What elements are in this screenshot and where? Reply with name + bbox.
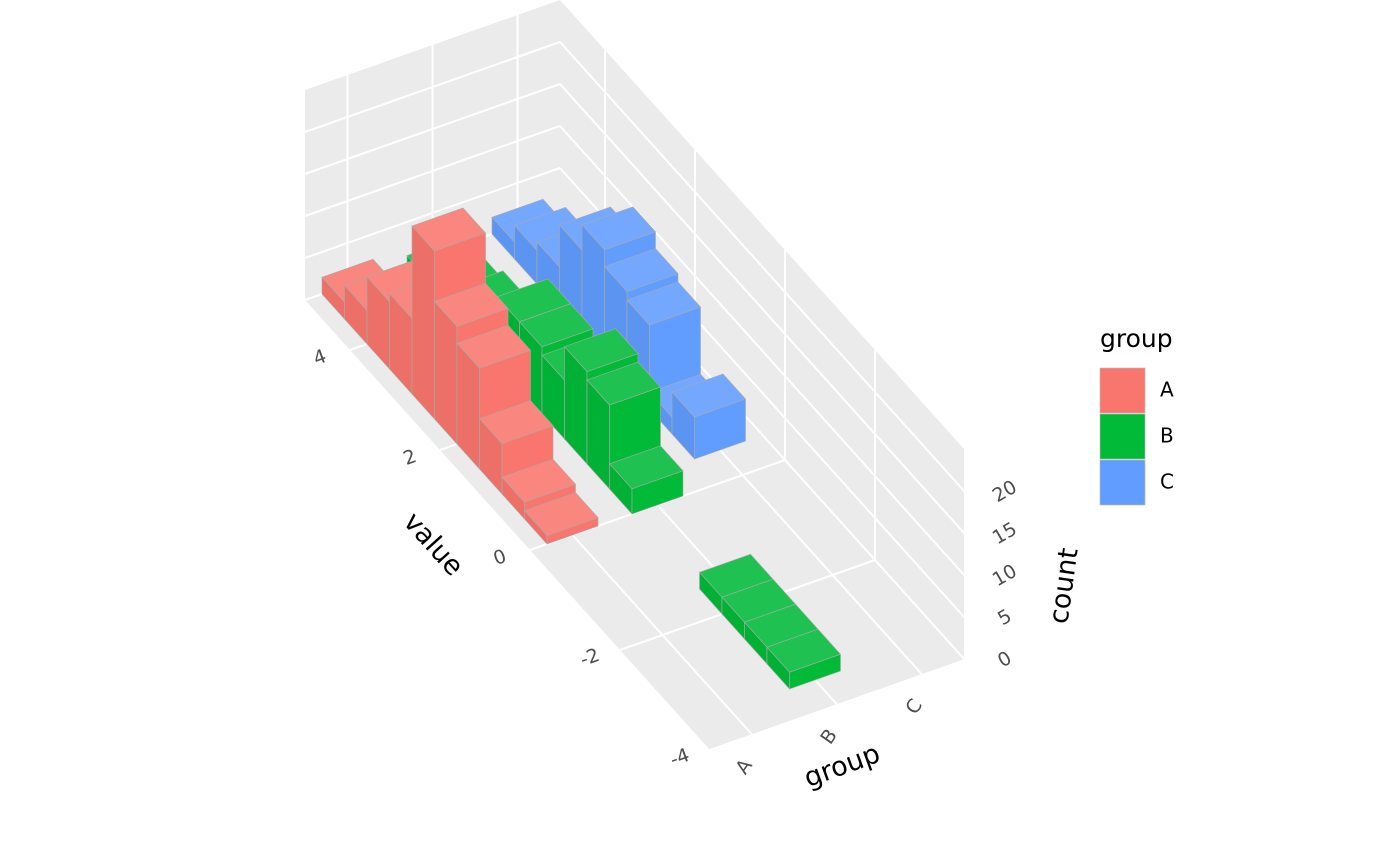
bar-top	[518, 303, 594, 348]
bar-top	[766, 628, 842, 673]
bars	[321, 198, 842, 690]
x-tick-label: 0	[490, 545, 509, 570]
bar-top	[523, 492, 599, 536]
group-tick-label: C	[901, 695, 927, 718]
group-axis-label: group	[800, 738, 884, 794]
grid-line	[304, 167, 561, 259]
legend: group ABC	[1099, 324, 1174, 506]
legend-label: A	[1160, 378, 1174, 402]
bar-top	[581, 206, 657, 251]
bar	[671, 373, 747, 460]
bar-top	[671, 373, 747, 418]
bar-top	[608, 445, 684, 490]
x-tick-label: 4	[310, 345, 329, 370]
grid-line	[304, 125, 561, 217]
bar-top	[456, 324, 532, 369]
bar-side	[411, 225, 435, 420]
legend-label: C	[1160, 470, 1174, 494]
legend-swatch	[1099, 459, 1146, 506]
legend-label: B	[1160, 424, 1174, 448]
grid-line	[559, 125, 966, 577]
x-tick-label: -4	[667, 744, 692, 771]
bar-top	[586, 361, 662, 406]
x-tick-label: -2	[577, 644, 602, 671]
bar-top	[478, 400, 554, 444]
group-tick-label: B	[816, 725, 842, 748]
bar-top	[433, 283, 509, 327]
bar	[523, 492, 599, 545]
bar	[608, 445, 684, 515]
z-tick-label: 20	[989, 476, 1021, 507]
bar	[766, 628, 842, 690]
bar-top	[563, 328, 639, 372]
grid-line	[304, 41, 561, 133]
grid-line	[559, 83, 966, 535]
legend-swatch	[1099, 413, 1146, 460]
z-axis-label: count	[1043, 546, 1084, 626]
z-tick-label: 5	[994, 605, 1015, 630]
bar-top	[411, 207, 487, 252]
x-tick-label: 2	[400, 445, 419, 470]
group-tick-label: A	[731, 755, 756, 778]
z-tick-label: 10	[989, 560, 1021, 591]
z-tick-label: 15	[989, 518, 1021, 549]
grid-line	[559, 41, 966, 493]
bar-top	[603, 248, 679, 292]
x-axis-label: value	[397, 507, 469, 583]
side-wall	[560, 0, 965, 660]
legend-title: group	[1100, 324, 1173, 353]
legend-swatch	[1099, 367, 1146, 414]
bar-top	[626, 281, 702, 326]
bar-top	[501, 458, 577, 503]
grid-line	[304, 83, 561, 175]
z-tick-label: 0	[994, 647, 1015, 672]
